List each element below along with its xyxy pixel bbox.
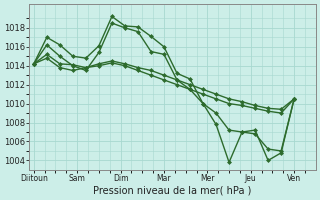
X-axis label: Pression niveau de la mer( hPa ): Pression niveau de la mer( hPa ) <box>93 186 252 196</box>
